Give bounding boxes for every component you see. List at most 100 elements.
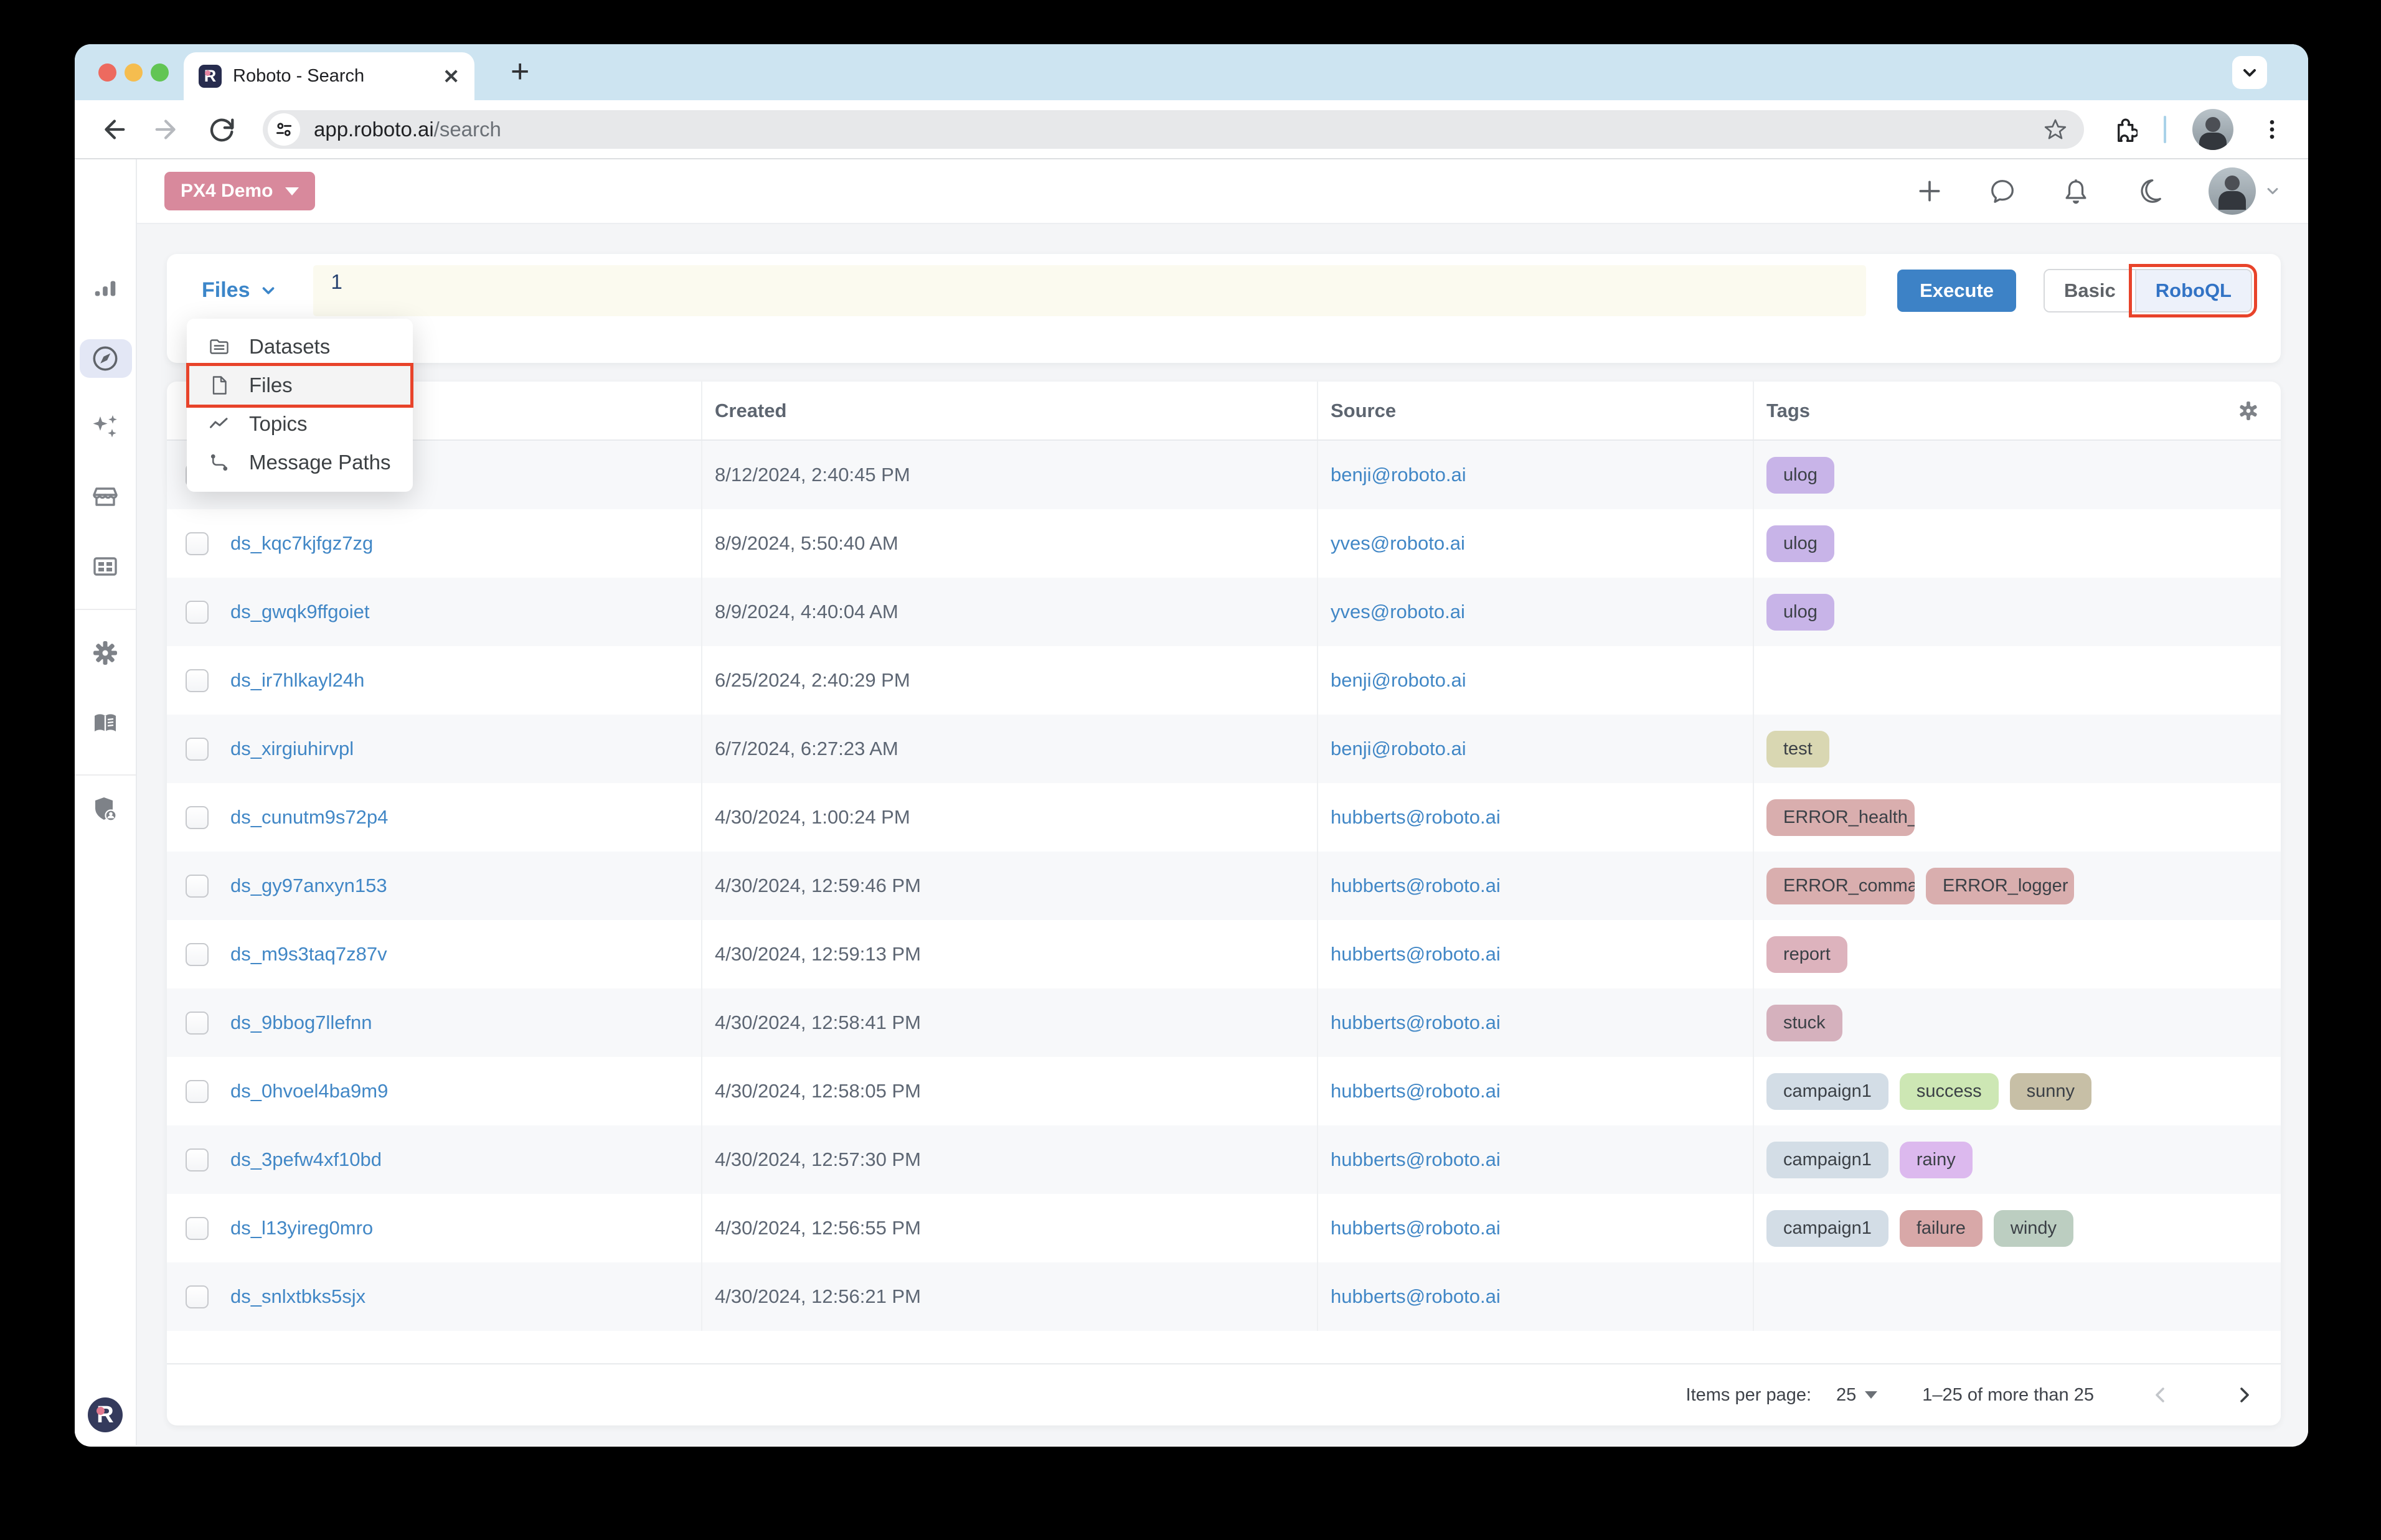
shield-user-icon[interactable] <box>90 794 120 824</box>
row-name-link[interactable]: ds_xirgiuhirvpl <box>230 738 354 759</box>
browser-tab[interactable]: R Roboto - Search ✕ <box>184 52 474 100</box>
row-source-link[interactable]: benji@roboto.ai <box>1331 669 1466 691</box>
row-name-link[interactable]: ds_m9s3taq7z87v <box>230 943 387 965</box>
row-source-link[interactable]: hubberts@roboto.ai <box>1331 875 1501 896</box>
org-selector-button[interactable]: PX4 Demo <box>164 172 316 210</box>
row-name-link[interactable]: ds_gwqk9ffgoiet <box>230 601 370 622</box>
row-name-link[interactable]: ds_gy97anxyn153 <box>230 875 387 896</box>
row-settings-cell <box>2212 783 2281 852</box>
row-checkbox[interactable] <box>186 942 209 966</box>
site-settings-icon[interactable] <box>268 113 300 146</box>
forward-icon[interactable] <box>153 115 182 144</box>
row-tags-cell: ulog <box>1753 509 2212 578</box>
tab-title: Roboto - Search <box>233 66 365 86</box>
row-tags-cell: ERROR_comma… ERROR_logger <box>1753 852 2212 920</box>
row-checkbox[interactable] <box>186 1148 209 1171</box>
row-source-link[interactable]: hubberts@roboto.ai <box>1331 806 1501 828</box>
tab-search-chevron-icon[interactable] <box>2232 56 2267 89</box>
minimize-window-button[interactable] <box>125 63 143 82</box>
row-checkbox[interactable] <box>186 805 209 829</box>
row-checkbox[interactable] <box>186 1079 209 1103</box>
row-settings-cell <box>2212 1125 2281 1194</box>
row-name-link[interactable]: ds_snlxtbks5sjx <box>230 1285 366 1307</box>
profile-avatar[interactable] <box>2192 108 2233 150</box>
roboql-mode-button[interactable]: RoboQL <box>2128 263 2258 317</box>
row-checkbox[interactable] <box>186 1011 209 1035</box>
sparkles-icon[interactable] <box>90 411 120 441</box>
row-name-link[interactable]: ds_ir7hlkayl24h <box>230 669 365 691</box>
header-tags[interactable]: Tags <box>1753 382 2212 439</box>
row-created-cell: 6/7/2024, 6:27:23 AM <box>701 715 1317 783</box>
user-avatar[interactable] <box>2209 167 2256 215</box>
url-text[interactable]: app.roboto.ai/search <box>314 118 501 141</box>
row-source-link[interactable]: benji@roboto.ai <box>1331 464 1466 486</box>
row-checkbox[interactable] <box>186 600 209 624</box>
row-name-link[interactable]: ds_9bbog7llefnn <box>230 1012 372 1033</box>
row-source-link[interactable]: yves@roboto.ai <box>1331 601 1465 622</box>
row-source-link[interactable]: hubberts@roboto.ai <box>1331 1148 1501 1170</box>
roboql-editor[interactable]: 1 <box>313 265 1867 316</box>
tab-close-icon[interactable]: ✕ <box>443 65 460 88</box>
grid-card-icon[interactable] <box>90 552 120 581</box>
row-source-link[interactable]: hubberts@roboto.ai <box>1331 1217 1501 1239</box>
row-name-link[interactable]: ds_l13yireg0mro <box>230 1217 374 1239</box>
url-bar[interactable]: app.roboto.ai/search <box>263 110 2084 149</box>
row-name-cell: ds_0hvoel4ba9m9 <box>230 1057 701 1125</box>
row-name-link[interactable]: ds_cunutm9s72p4 <box>230 806 389 828</box>
header-created[interactable]: Created <box>701 382 1317 439</box>
new-tab-icon[interactable]: + <box>511 54 530 90</box>
basic-mode-button[interactable]: Basic <box>2045 270 2135 311</box>
row-checkbox[interactable] <box>186 1216 209 1240</box>
zoom-window-button[interactable] <box>151 63 169 82</box>
row-name-link[interactable]: ds_3pefw4xf10bd <box>230 1148 382 1170</box>
table-gear-icon[interactable] <box>2236 398 2261 423</box>
close-window-button[interactable] <box>98 63 116 82</box>
row-source-link[interactable]: hubberts@roboto.ai <box>1331 943 1501 965</box>
kebab-menu-icon[interactable] <box>2260 117 2284 142</box>
row-source-link[interactable]: benji@roboto.ai <box>1331 738 1466 759</box>
row-source-link[interactable]: hubberts@roboto.ai <box>1331 1012 1501 1033</box>
row-checkbox[interactable] <box>186 1285 209 1308</box>
back-icon[interactable] <box>98 115 127 144</box>
roboto-favicon: R <box>199 65 222 88</box>
row-source-link[interactable]: hubberts@roboto.ai <box>1331 1080 1501 1102</box>
row-source-link[interactable]: yves@roboto.ai <box>1331 532 1465 554</box>
menu-item-label: Message Paths <box>249 451 391 474</box>
star-icon[interactable] <box>2043 117 2068 142</box>
bar-chart-icon[interactable] <box>91 274 120 303</box>
tag-pill: ulog <box>1766 456 1834 494</box>
chevron-down-icon <box>263 286 275 294</box>
plus-icon[interactable] <box>1916 177 1943 205</box>
org-name: PX4 Demo <box>181 181 273 201</box>
menu-item-files[interactable]: Files <box>187 366 413 405</box>
bell-icon[interactable] <box>2062 177 2090 205</box>
items-per-page-select[interactable]: 25 <box>1836 1385 1878 1406</box>
menu-item-message-paths[interactable]: Message Paths <box>187 443 413 482</box>
previous-page-icon[interactable] <box>2151 1386 2170 1404</box>
menu-item-topics[interactable]: Topics <box>187 405 413 443</box>
next-page-icon[interactable] <box>2235 1386 2253 1404</box>
row-created-cell: 4/30/2024, 12:56:21 PM <box>701 1262 1317 1331</box>
row-checkbox[interactable] <box>186 737 209 761</box>
row-checkbox[interactable] <box>186 874 209 898</box>
reload-icon[interactable] <box>208 115 237 144</box>
tag-pill: failure <box>1899 1209 1983 1247</box>
row-source-link[interactable]: hubberts@roboto.ai <box>1331 1285 1501 1307</box>
row-checkbox[interactable] <box>186 532 209 555</box>
compass-icon[interactable] <box>90 343 121 374</box>
book-icon[interactable] <box>90 708 120 738</box>
chat-bubble-icon[interactable] <box>1988 177 2017 205</box>
entity-selector[interactable]: Files <box>202 278 277 303</box>
execute-button[interactable]: Execute <box>1897 269 2017 312</box>
header-source[interactable]: Source <box>1317 382 1753 439</box>
extensions-icon[interactable] <box>2110 116 2138 143</box>
storefront-icon[interactable] <box>90 482 120 512</box>
table-row: ds_cunutm9s72p4 4/30/2024, 1:00:24 PM hu… <box>167 783 2281 852</box>
gear-icon[interactable] <box>90 638 120 668</box>
moon-icon[interactable] <box>2135 177 2164 205</box>
row-checkbox[interactable] <box>186 669 209 692</box>
row-name-link[interactable]: ds_kqc7kjfgz7zg <box>230 532 374 554</box>
menu-item-datasets[interactable]: Datasets <box>187 327 413 366</box>
sidebar: R <box>75 159 137 1445</box>
row-name-link[interactable]: ds_0hvoel4ba9m9 <box>230 1080 389 1102</box>
